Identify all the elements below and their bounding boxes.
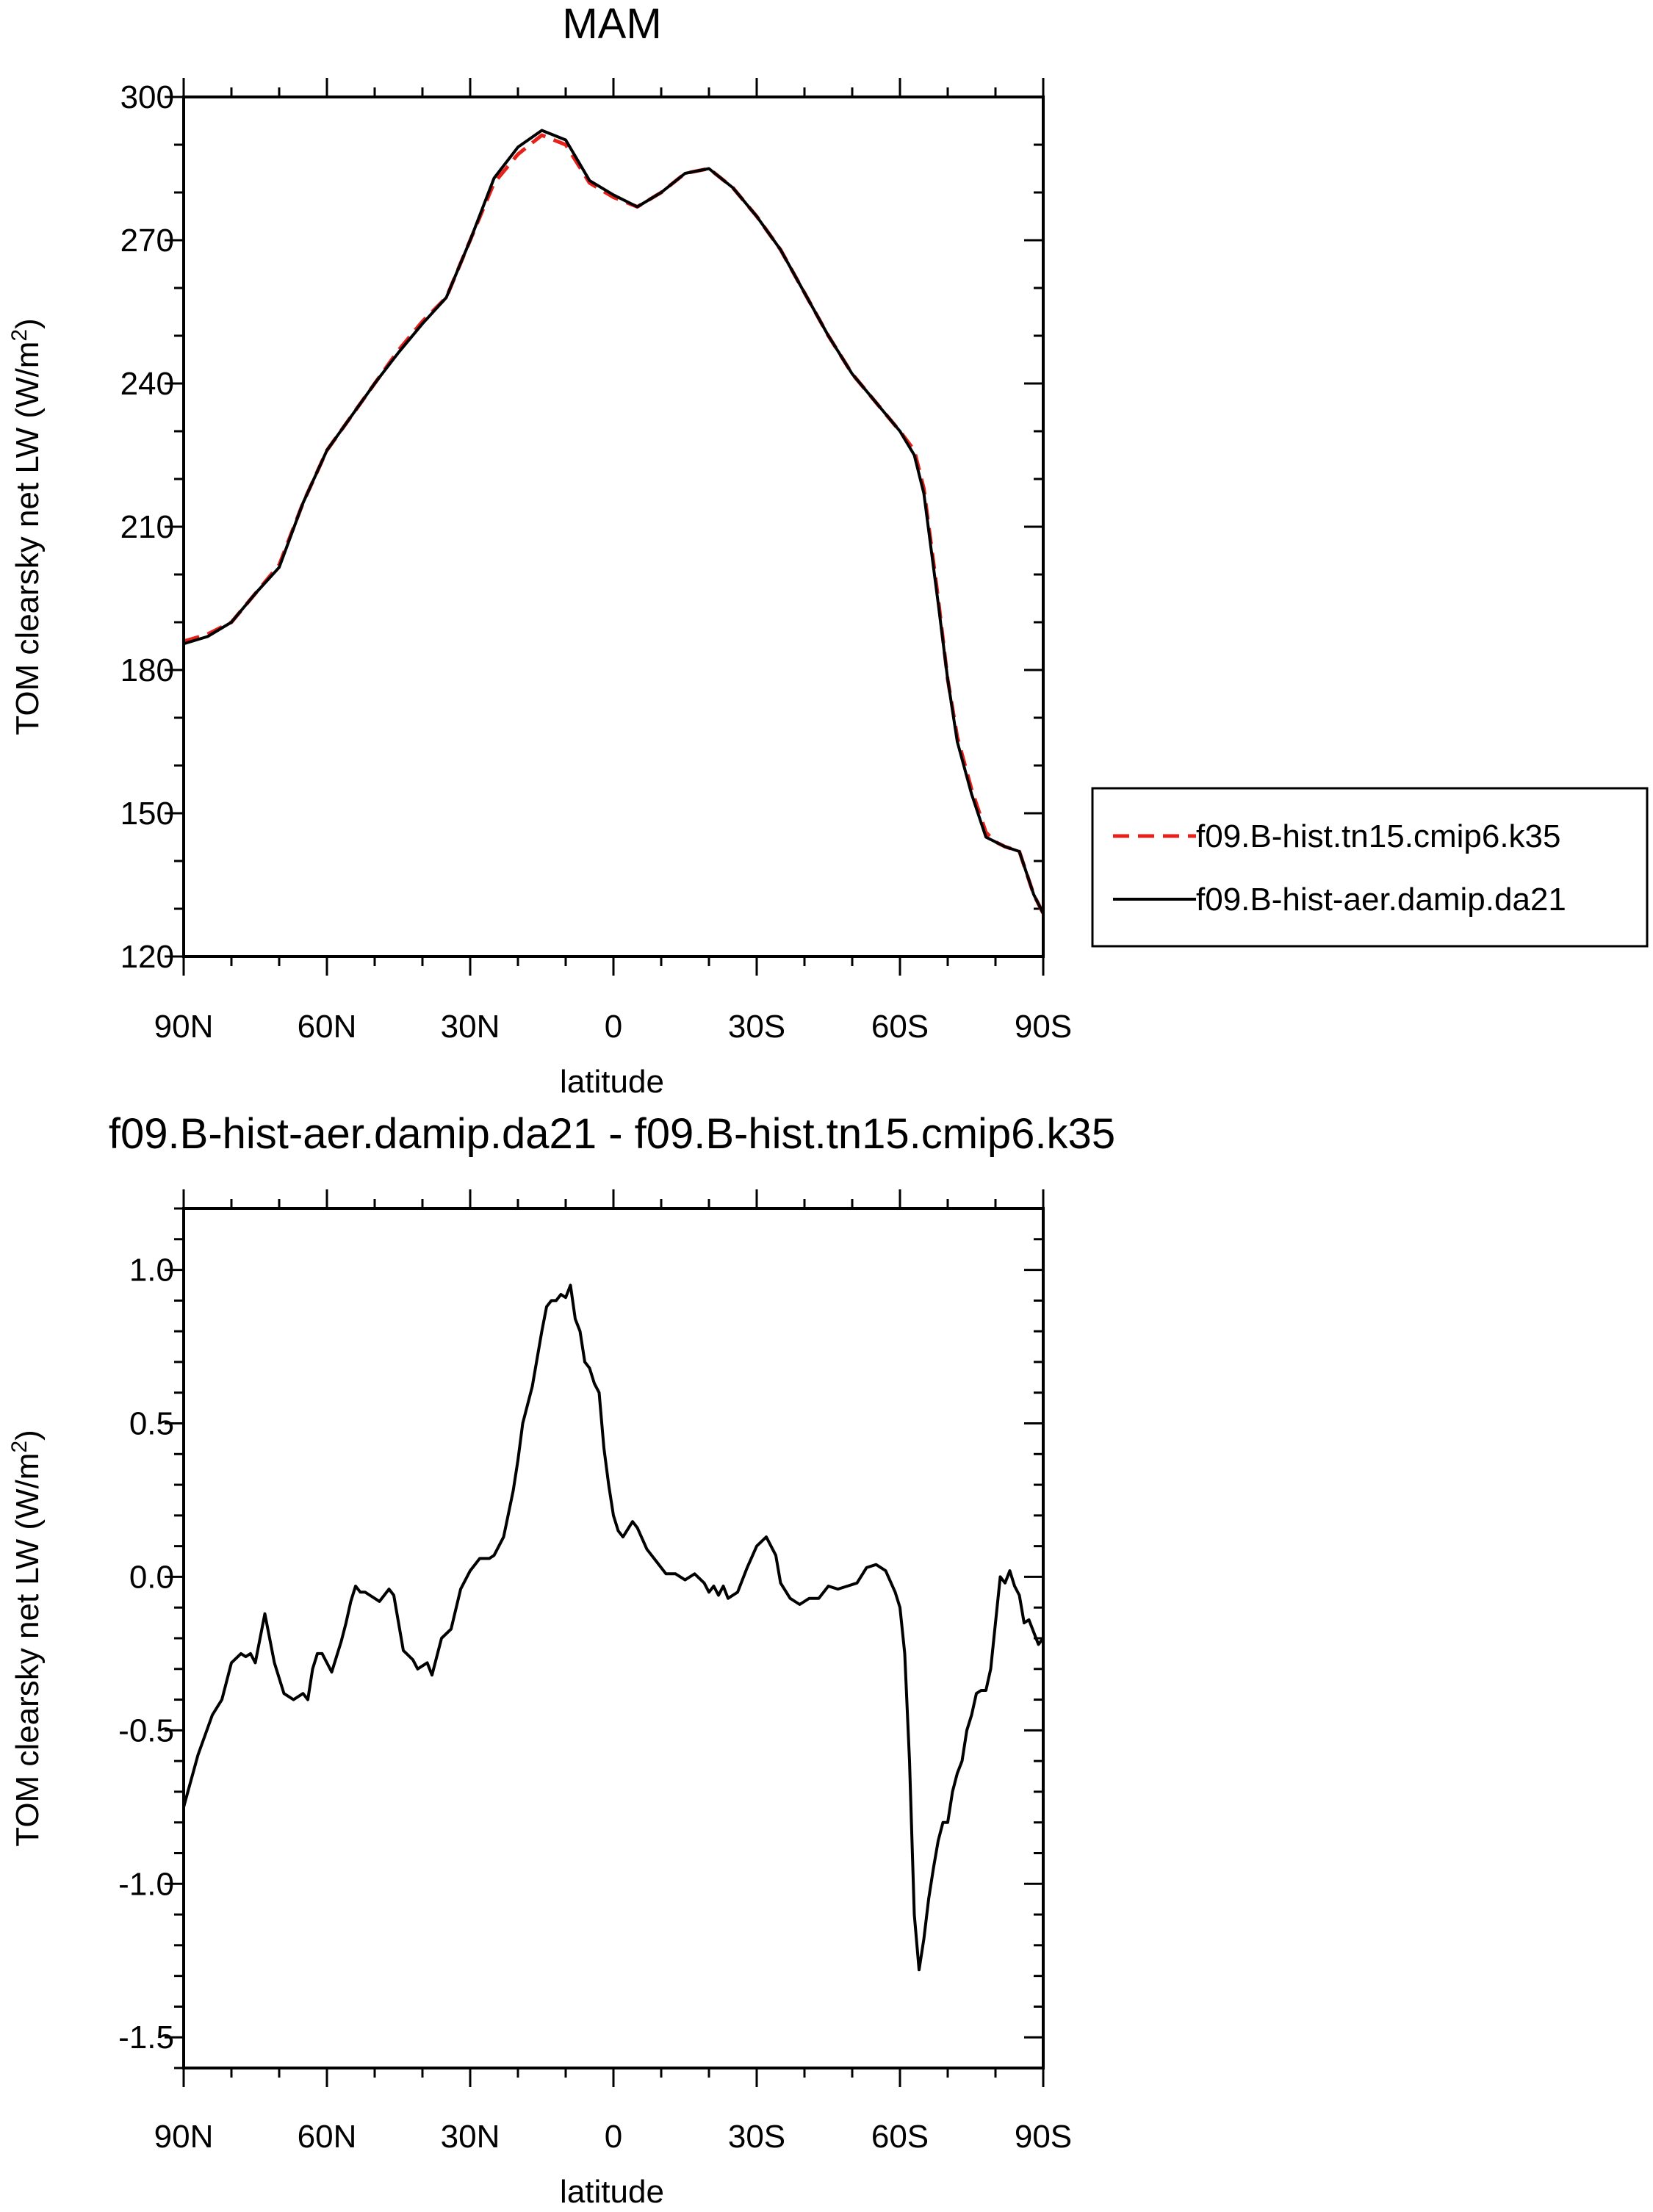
- y-tick-label: 150: [120, 796, 174, 832]
- top-panel-plot-frame: [182, 96, 1045, 958]
- y-tick-label: 180: [120, 652, 174, 688]
- y-tick-label: 0.5: [129, 1406, 174, 1442]
- x-tick-label: 30S: [728, 1009, 785, 1045]
- bottom-panel-x-tick-labels: 90N 60N 30N 0 30S 60S 90S: [154, 2119, 1073, 2155]
- y-tick-label: 270: [120, 223, 174, 259]
- x-tick-label: 60S: [871, 2119, 929, 2155]
- bottom-panel-y-tick-labels: -1.5 -1.0 -0.5 0.0 0.5 1.0: [118, 1253, 174, 2056]
- top-panel-series: [183, 129, 1045, 915]
- bottom-panel-title: f09.B-hist-aer.damip.da21 - f09.B-hist.t…: [109, 1110, 1115, 1158]
- bottom-panel: f09.B-hist-aer.damip.da21 - f09.B-hist.t…: [7, 1110, 1116, 2210]
- x-tick-label: 60S: [871, 1009, 929, 1045]
- y-tick-label: 210: [120, 509, 174, 545]
- x-tick-label: 0: [605, 2119, 622, 2155]
- legend: f09.B-hist.tn15.cmip6.k35 f09.B-hist-aer…: [1091, 787, 1649, 948]
- x-tick-label: 90S: [1015, 2119, 1072, 2155]
- y-tick-label: 240: [120, 366, 174, 402]
- x-tick-label: 90N: [154, 2119, 214, 2155]
- top-panel-ticks: [165, 78, 1045, 976]
- top-panel-x-axis-label: latitude: [560, 1064, 664, 1100]
- legend-box: [1091, 787, 1649, 948]
- bottom-panel-series: [182, 1283, 1045, 1972]
- x-tick-label: 0: [605, 1009, 622, 1045]
- x-tick-label: 30S: [728, 2119, 785, 2155]
- bottom-panel-plot-frame: [182, 1207, 1045, 2069]
- bottom-panel-x-axis-label: latitude: [560, 2174, 664, 2210]
- series-line: [183, 129, 1045, 915]
- top-panel-y-tick-labels: 120 150 180 210 240 270 300: [120, 79, 174, 975]
- top-panel: MAM 90N 60N 30N 0 30S 60S 90S 120 150 18…: [7, 0, 1649, 1100]
- y-tick-label: 1.0: [129, 1253, 174, 1289]
- series-line: [182, 1283, 1045, 1972]
- y-tick-label: -0.5: [118, 1712, 174, 1748]
- y-tick-label: 120: [120, 939, 174, 975]
- top-panel-title: MAM: [562, 0, 661, 48]
- y-tick-label: -1.0: [118, 1866, 174, 1902]
- top-panel-y-axis-label: TOM clearsky net LW (W/m2): [7, 318, 46, 735]
- y-tick-label: 0.0: [129, 1559, 174, 1595]
- x-tick-label: 30N: [441, 1009, 500, 1045]
- x-tick-label: 90S: [1015, 1009, 1072, 1045]
- legend-label: f09.B-hist.tn15.cmip6.k35: [1196, 818, 1560, 854]
- bottom-panel-ticks: [165, 1189, 1045, 2087]
- series-line: [183, 133, 1045, 915]
- top-panel-x-tick-labels: 90N 60N 30N 0 30S 60S 90S: [154, 1009, 1073, 1045]
- legend-label: f09.B-hist-aer.damip.da21: [1196, 882, 1566, 918]
- x-tick-label: 90N: [154, 1009, 214, 1045]
- x-tick-label: 60N: [298, 2119, 357, 2155]
- x-tick-label: 30N: [441, 2119, 500, 2155]
- y-tick-label: -1.5: [118, 2020, 174, 2056]
- bottom-panel-y-axis-label: TOM clearsky net LW (W/m2): [7, 1430, 46, 1847]
- y-tick-label: 300: [120, 79, 174, 115]
- x-tick-label: 60N: [298, 1009, 357, 1045]
